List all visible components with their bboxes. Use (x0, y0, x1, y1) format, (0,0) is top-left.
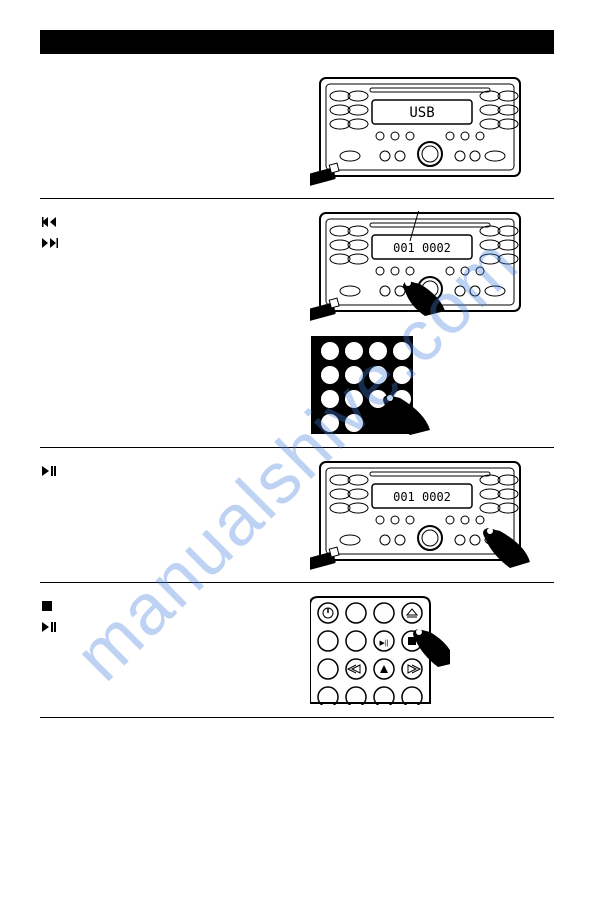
lcd-display-text: 001 0002 (393, 241, 451, 255)
section-usb-insert: USB (40, 64, 554, 199)
section-left-text (40, 460, 290, 570)
remote-keypad-figure (310, 335, 430, 435)
pointing-hand-icon (483, 528, 530, 568)
section-left-text (40, 211, 290, 435)
instruction-text (40, 622, 290, 637)
lcd-display-text: 001 0002 (393, 490, 451, 504)
play-pause-icon (42, 466, 56, 481)
section-play-pause: 001 0002 (40, 448, 554, 583)
section-left-text (40, 595, 290, 705)
section-stop: ▶|| (40, 583, 554, 718)
instruction-text (40, 601, 290, 616)
usb-stick-icon (310, 163, 339, 186)
instruction-text (40, 217, 290, 232)
eject-icon (407, 609, 417, 615)
section-left-text (40, 76, 290, 186)
play-pause-icon (42, 622, 56, 637)
device-panel-figure: 001 0002 (310, 460, 530, 570)
section-track-select: 001 0002 (40, 199, 554, 448)
svg-text:▶||: ▶|| (379, 640, 388, 647)
remote-top-figure: ▶|| (310, 595, 450, 705)
skip-forward-icon (42, 238, 58, 253)
section-header-bar (40, 30, 554, 54)
page-container: USB (0, 0, 594, 748)
instruction-text (40, 238, 290, 253)
section-right-figures: USB (310, 76, 554, 186)
section-right-figures: 001 0002 (310, 211, 554, 435)
stop-icon (42, 601, 52, 616)
device-panel-figure: USB (310, 76, 530, 186)
section-right-figures: ▶|| (310, 595, 554, 705)
section-right-figures: 001 0002 (310, 460, 554, 570)
device-panel-figure: 001 0002 (310, 211, 530, 321)
instruction-text (40, 466, 290, 481)
skip-back-icon (42, 217, 58, 232)
lcd-display-text: USB (409, 105, 434, 121)
